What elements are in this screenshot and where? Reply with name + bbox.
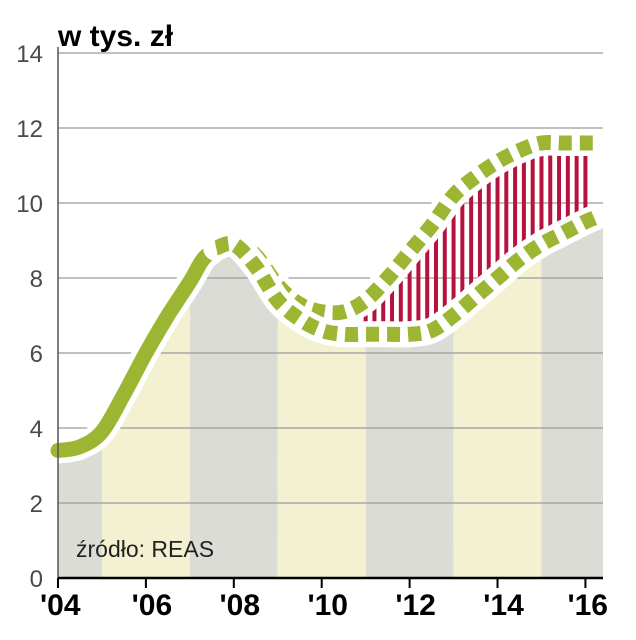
y-tick-label: 10 xyxy=(16,191,43,218)
unit-label: w tys. zł xyxy=(57,20,174,53)
x-axis: '04 '06 '08 '10 '12 '14 '16 xyxy=(40,576,608,622)
year-band xyxy=(541,218,603,578)
y-tick-label: 2 xyxy=(30,491,43,518)
y-tick-label: 4 xyxy=(30,416,43,443)
x-tick-label: '14 xyxy=(483,589,524,622)
year-band xyxy=(189,244,278,579)
year-band xyxy=(58,431,102,578)
year-band xyxy=(453,244,542,579)
year-band xyxy=(365,315,454,578)
x-tick-label: '12 xyxy=(395,589,436,622)
series-line-dotted xyxy=(212,134,595,321)
series-line-solid xyxy=(50,240,224,458)
y-tick-label: 8 xyxy=(30,266,43,293)
x-tick-label: '06 xyxy=(132,589,173,622)
series-lines xyxy=(45,129,608,464)
source-note: źródło: REAS xyxy=(76,536,214,562)
background-bands xyxy=(58,218,603,579)
y-tick-label: 14 xyxy=(16,41,43,68)
y-tick-label: 0 xyxy=(30,566,43,593)
x-tick-label: '10 xyxy=(307,589,348,622)
year-band xyxy=(101,281,190,578)
y-axis: 0 2 4 6 8 10 12 14 xyxy=(16,41,59,593)
y-tick-label: 12 xyxy=(16,116,43,143)
x-tick-label: '04 xyxy=(40,589,81,622)
year-band xyxy=(277,300,366,578)
series-line-dotted xyxy=(213,211,598,343)
x-tick-label: '16 xyxy=(567,589,608,622)
x-tick-label: '08 xyxy=(220,589,261,622)
y-tick-label: 6 xyxy=(30,341,43,368)
gridlines xyxy=(58,52,603,579)
